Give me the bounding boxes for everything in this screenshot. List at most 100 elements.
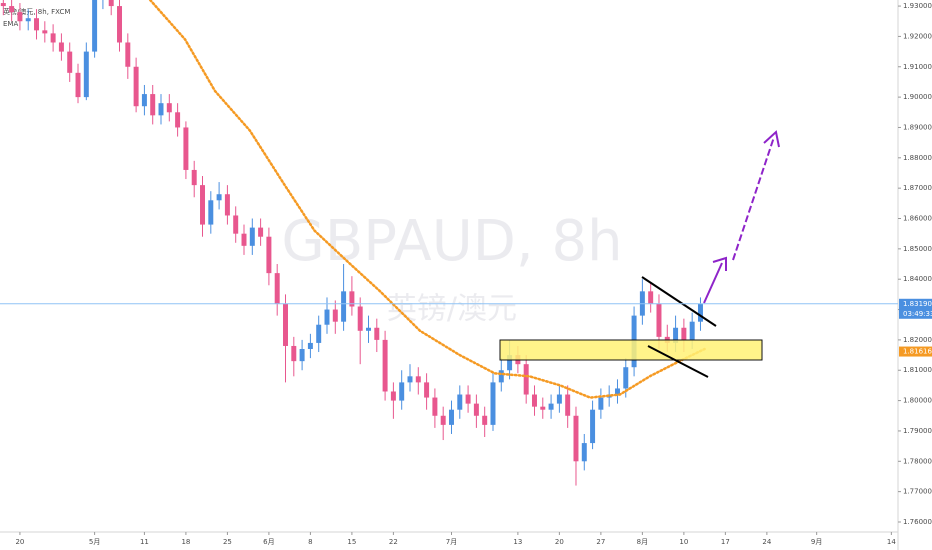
x-tick-label: 13 — [513, 538, 522, 546]
x-tick-label: 8 — [308, 538, 312, 546]
y-tick-label: 1.80000 — [903, 397, 932, 405]
arrow — [703, 262, 723, 304]
y-tick-label: 1.89000 — [903, 123, 932, 131]
candle-body — [490, 382, 496, 425]
x-tick-label: 20 — [555, 538, 564, 546]
candle-body — [25, 18, 31, 22]
candle-body — [224, 194, 230, 216]
candle-body — [565, 394, 571, 416]
candle-body — [117, 6, 123, 43]
candle-body — [623, 367, 629, 389]
candle-body — [200, 185, 205, 225]
ema-price-label: 1.81616 — [903, 348, 932, 356]
x-tick-label: 11 — [140, 538, 149, 546]
candle-body — [67, 51, 73, 73]
y-tick-label: 1.92000 — [903, 32, 932, 40]
candle-body — [457, 394, 463, 410]
candle-body — [482, 415, 488, 425]
candle-body — [407, 376, 413, 383]
x-tick-label: 24 — [762, 538, 771, 546]
x-tick-label: 7月 — [446, 538, 457, 546]
candle-body — [697, 303, 703, 322]
candle-body — [424, 382, 430, 398]
candle-body — [233, 215, 239, 234]
y-tick-label: 1.85000 — [903, 245, 932, 253]
ema-line — [148, 0, 706, 399]
candle-body — [274, 273, 280, 304]
y-tick-label: 1.87000 — [903, 184, 932, 192]
candle-body — [75, 72, 81, 98]
candle-body — [299, 349, 305, 362]
y-tick-label: 1.84000 — [903, 275, 932, 283]
candle-body — [556, 394, 562, 404]
plot — [0, 0, 706, 486]
candle-body — [498, 370, 504, 383]
watermark-group: GBPAUD, 8h 英镑/澳元 — [281, 209, 622, 326]
candle-body — [656, 303, 662, 337]
candle-body — [208, 200, 214, 225]
y-tick-label: 1.90000 — [903, 93, 932, 101]
x-tick-label: 10 — [679, 538, 688, 546]
candle-body — [92, 0, 98, 52]
candle-body — [141, 94, 147, 107]
candle-body — [689, 321, 695, 340]
candle-body — [166, 103, 172, 113]
candle-body — [449, 409, 454, 425]
x-tick-label: 18 — [181, 538, 190, 546]
candle-body — [175, 112, 181, 128]
candle-body — [283, 303, 288, 346]
candle-body — [0, 3, 6, 7]
watermark: GBPAUD, 8h — [281, 209, 622, 274]
candle-body — [291, 345, 297, 362]
candle-body — [614, 388, 620, 395]
candle-body — [366, 327, 371, 331]
countdown-label: 03:49:33 — [903, 310, 932, 318]
x-tick-label: 14 — [887, 538, 896, 546]
candle-body — [382, 339, 388, 392]
candle-body — [266, 236, 272, 274]
y-tick-label: 1.91000 — [903, 63, 932, 71]
x-tick-label: 27 — [596, 538, 605, 546]
candle-body — [42, 30, 48, 34]
candle-body — [648, 291, 654, 304]
candle-body — [399, 382, 405, 401]
x-tick-label: 9月 — [811, 538, 822, 546]
candle-body — [158, 103, 164, 116]
y-tick-label: 1.78000 — [903, 457, 932, 465]
candle-body — [133, 66, 139, 107]
candle-body — [548, 403, 554, 410]
candle-body — [374, 327, 380, 340]
candle-body — [216, 194, 222, 201]
candle-body — [573, 415, 579, 462]
candle-body — [581, 443, 587, 462]
candle-body — [125, 42, 131, 67]
y-tick-label: 1.86000 — [903, 215, 932, 223]
candle-body — [349, 291, 355, 307]
ema-price-box — [899, 346, 932, 357]
x-tick-label: 22 — [389, 538, 398, 546]
y-tick-label: 1.77000 — [903, 488, 932, 496]
candle-body — [357, 306, 363, 331]
candle-body — [307, 342, 313, 350]
candle-body — [598, 397, 604, 410]
drawings — [499, 130, 780, 378]
candle-body — [324, 309, 330, 325]
candle-body — [465, 394, 471, 404]
y-tick-label: 1.76000 — [903, 518, 932, 526]
candle-body — [17, 12, 23, 22]
candle-body — [341, 291, 347, 322]
y-tick-label: 1.81000 — [903, 366, 932, 374]
watermark-sub: 英镑/澳元 — [387, 292, 517, 327]
x-tick-label: 15 — [347, 538, 356, 546]
x-tick-label: 8月 — [637, 538, 648, 546]
last-price-box — [899, 298, 932, 319]
candle-body — [523, 364, 529, 395]
candle-body — [440, 415, 446, 425]
x-tick-label: 17 — [721, 538, 730, 546]
candle-body — [540, 406, 546, 410]
candle-body — [531, 394, 537, 407]
arrow — [732, 136, 775, 261]
candle-body — [241, 233, 247, 246]
arrow-head — [763, 130, 780, 148]
zone-box — [499, 339, 763, 361]
